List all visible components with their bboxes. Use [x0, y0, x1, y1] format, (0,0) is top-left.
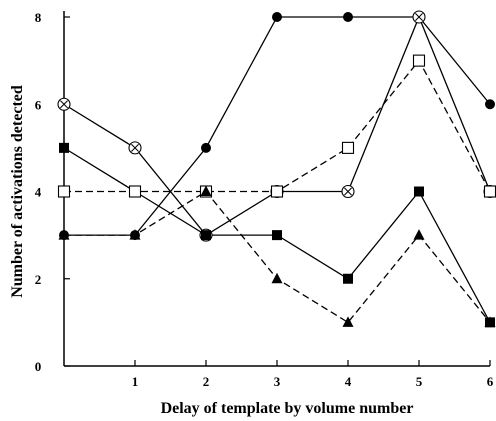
x-tick-label: 2: [203, 374, 210, 389]
series-markers: [57, 10, 496, 328]
filled-triangle-marker: [271, 272, 283, 284]
filled-triangle-marker: [200, 185, 212, 196]
filled-square-marker: [414, 186, 424, 197]
series-line-5: [64, 190, 491, 324]
series-line-2: [63, 15, 491, 236]
filled-triangle-marker: [129, 229, 141, 240]
data-point-series-4: [57, 185, 71, 198]
filled-circle-marker: [343, 12, 353, 22]
data-point-series-4: [412, 54, 426, 67]
open-square-marker: [270, 185, 284, 198]
filled-triangle-marker: [58, 229, 70, 240]
y-tick-label: 4: [35, 185, 42, 200]
data-point-series-3: [201, 230, 211, 241]
y-tick-label: 6: [35, 97, 42, 112]
x-tick-label: 6: [487, 374, 494, 389]
marker-cross: [344, 187, 352, 196]
filled-triangle-marker: [484, 316, 496, 327]
data-point-series-1: [485, 99, 495, 110]
data-point-series-4: [341, 141, 355, 154]
data-point-series-5: [200, 185, 212, 196]
x-tick-label: 1: [132, 374, 139, 389]
data-point-series-5: [342, 316, 354, 327]
data-point-series-4: [483, 185, 496, 198]
filled-circle-marker: [201, 142, 211, 153]
data-point-series-2: [341, 184, 355, 199]
data-point-series-5: [129, 229, 141, 240]
series-line-1: [64, 16, 491, 236]
open-square-marker: [57, 185, 71, 198]
open-square-marker: [412, 54, 426, 67]
data-point-series-5: [413, 229, 425, 240]
x-tick-label: 5: [416, 374, 423, 389]
x-axis-label: Delay of template by volume number: [161, 400, 414, 417]
data-point-series-3: [59, 142, 69, 153]
filled-square-marker: [201, 230, 211, 241]
data-point-series-3: [414, 186, 424, 197]
y-tick-label: 8: [35, 10, 42, 25]
data-point-series-1: [201, 142, 211, 153]
filled-circle-marker: [272, 12, 282, 22]
marker-cross: [415, 13, 423, 21]
data-point-series-2: [57, 97, 71, 111]
data-point-series-2: [128, 141, 142, 155]
data-point-series-1: [343, 12, 353, 22]
data-point-series-5: [58, 229, 70, 240]
filled-circle-marker: [485, 99, 495, 110]
data-point-series-4: [270, 185, 284, 198]
data-point-series-3: [272, 230, 282, 241]
marker-cross: [60, 100, 68, 109]
open-square-marker: [341, 141, 355, 154]
series-line-4: [64, 59, 491, 193]
data-point-series-2: [412, 10, 426, 24]
data-point-series-5: [271, 272, 283, 284]
data-point-series-1: [272, 12, 282, 22]
y-tick-label: 0: [35, 359, 42, 374]
marker-cross: [131, 143, 139, 152]
y-tick-label: 2: [35, 272, 42, 287]
x-tick-label: 4: [345, 374, 352, 389]
filled-square-marker: [272, 230, 282, 241]
data-point-series-3: [343, 273, 353, 284]
open-square-marker: [128, 185, 142, 198]
filled-square-marker: [59, 142, 69, 153]
data-point-series-5: [484, 316, 496, 327]
x-tick-label: 3: [274, 374, 281, 389]
data-point-series-4: [128, 185, 142, 198]
tick-labels: 0 2 4 6 8 1 2 3 4 5 6: [35, 10, 494, 389]
open-square-marker: [483, 185, 496, 198]
filled-triangle-marker: [342, 316, 354, 327]
filled-triangle-marker: [413, 229, 425, 240]
y-axis-label: Number of activations detected: [9, 85, 26, 298]
filled-square-marker: [343, 273, 353, 284]
